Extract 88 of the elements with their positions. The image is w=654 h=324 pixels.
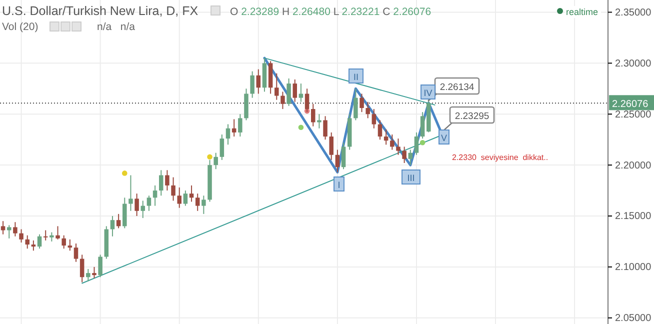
- candlestick: [354, 88, 358, 121]
- annotation: II: [353, 72, 359, 82]
- ref-line-label: 2.26076: [612, 99, 649, 110]
- annotation: O 2.23289 H 2.26480 L 2.23221 C 2.26076: [230, 6, 432, 18]
- y-tick-label: 2.25000: [615, 109, 652, 120]
- candlestick: [317, 114, 322, 129]
- candlestick: [50, 232, 54, 242]
- candlestick: [37, 234, 42, 250]
- y-tick-label: 2.05000: [615, 313, 652, 324]
- candlestick: [43, 230, 48, 241]
- candlestick: [280, 91, 285, 110]
- candlestick: [298, 83, 304, 102]
- candlestick: [214, 152, 218, 170]
- point: [122, 170, 128, 176]
- candlestick: [256, 68, 261, 94]
- candlestick: [110, 216, 115, 237]
- annotation: IV: [424, 88, 432, 98]
- annotation: I: [338, 180, 340, 190]
- candlestick: [341, 142, 346, 170]
- candlestick: [408, 149, 413, 166]
- candlestick: [202, 195, 206, 214]
- candlestick: [274, 72, 279, 100]
- candlestick: [25, 234, 30, 250]
- candlestick: [195, 193, 200, 212]
- candlestick: [372, 108, 376, 129]
- candlestick: [183, 190, 188, 206]
- candlestick: [0, 220, 6, 235]
- annotation: V: [440, 133, 448, 143]
- candlestick: [390, 134, 394, 150]
- candlestick: [19, 228, 24, 243]
- annotation: realtime: [566, 7, 598, 17]
- candlestick: [384, 128, 388, 146]
- candlestick: [152, 184, 158, 206]
- y-tick-label: 2.10000: [615, 262, 652, 274]
- candlestick: [286, 78, 291, 106]
- point: [420, 140, 426, 146]
- candlestick: [310, 103, 316, 127]
- candlestick: [226, 124, 230, 146]
- candlestick: [74, 243, 78, 262]
- y-tick-label: 2.15000: [615, 211, 652, 222]
- candlestick: [220, 134, 224, 160]
- candlestick: [329, 132, 334, 160]
- candlestick: [56, 226, 60, 240]
- candlestick: [335, 149, 340, 173]
- candlestick: [396, 138, 400, 156]
- candlestick: [92, 266, 96, 279]
- candlestick: [122, 197, 127, 229]
- candlestick: [134, 193, 139, 216]
- candlestick: [98, 254, 102, 278]
- candlestick: [62, 234, 66, 250]
- y-tick-label: 2.30000: [615, 58, 652, 70]
- annotation: 2.2330 seviyesine dikkat..: [452, 153, 548, 162]
- annotation: 2.26134: [440, 82, 474, 93]
- annotation: III: [407, 173, 415, 183]
- candlestick: [13, 222, 18, 237]
- candlestick: [128, 174, 133, 212]
- candlestick: [420, 112, 425, 140]
- candlestick: [171, 176, 176, 202]
- candlestick: [250, 70, 254, 98]
- candlestick: [360, 93, 364, 113]
- y-tick-label: 2.20000: [615, 160, 652, 172]
- candlestick: [6, 224, 12, 239]
- candlestick: [116, 213, 121, 229]
- candlestick: [378, 120, 382, 140]
- candlestick: [366, 101, 370, 119]
- candlestick: [238, 114, 242, 138]
- annotation: 2.23295: [454, 111, 490, 122]
- candlestick: [402, 146, 406, 164]
- candlestick: [177, 186, 182, 208]
- candlestick: [140, 200, 146, 219]
- candlestick: [68, 238, 72, 252]
- candlestick: [146, 195, 152, 212]
- candlestick: [323, 116, 328, 140]
- candlestick: [292, 78, 298, 102]
- candlestick: [31, 240, 36, 252]
- candlestick: [189, 184, 194, 202]
- candlestick: [86, 268, 90, 282]
- candlestick: [158, 170, 164, 196]
- candlestick: [414, 132, 419, 156]
- candlestick: [80, 254, 84, 283]
- annotation: n/a n/a: [97, 21, 136, 33]
- candlestick: [232, 118, 236, 138]
- candlestick: [165, 170, 170, 192]
- point: [207, 154, 212, 160]
- point: [298, 124, 304, 130]
- y-tick-label: 2.35000: [615, 7, 652, 18]
- chart-title: U.S. Dollar/Turkish New Lira, D, FX: [2, 4, 199, 18]
- annotation: Vol (20): [2, 21, 38, 33]
